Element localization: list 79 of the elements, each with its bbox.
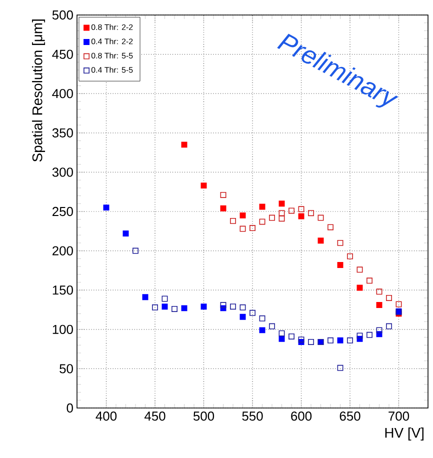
point	[200, 304, 207, 310]
point	[337, 364, 344, 371]
point	[328, 224, 334, 230]
x-axis-title: HV [V]	[385, 428, 424, 441]
x-tick-label: 650	[340, 412, 360, 421]
point	[152, 304, 158, 310]
point	[172, 306, 178, 312]
point	[318, 214, 324, 221]
point	[230, 304, 236, 310]
y-axis-title: Spatial Resolution [μm]	[32, 20, 46, 162]
point	[386, 294, 392, 301]
point	[162, 304, 168, 310]
point	[356, 332, 363, 339]
y-tick-label: 150	[52, 286, 73, 295]
point	[259, 327, 266, 334]
point	[337, 240, 344, 246]
point	[103, 204, 110, 211]
point	[259, 315, 266, 322]
point	[386, 323, 392, 330]
x-tick-label: 400	[96, 412, 117, 421]
point	[337, 337, 344, 344]
point	[132, 248, 138, 254]
point	[376, 288, 382, 295]
y-tick-label: 250	[52, 206, 73, 216]
point	[240, 212, 246, 218]
y-tick-label: 200	[52, 246, 73, 256]
point	[220, 302, 226, 308]
point	[366, 278, 372, 284]
y-tick-label: 100	[52, 324, 73, 334]
x-tick-label: 600	[291, 412, 312, 421]
point	[376, 302, 382, 308]
point	[347, 253, 353, 260]
point	[162, 296, 168, 302]
y-tick-label: 500	[52, 10, 73, 20]
point	[308, 210, 314, 216]
point	[298, 213, 304, 220]
point	[240, 304, 246, 310]
y-tick-label: 400	[52, 89, 73, 98]
point	[269, 323, 275, 330]
point	[142, 294, 148, 300]
x-tick-label: 500	[193, 412, 214, 421]
point	[278, 210, 285, 216]
point	[376, 327, 382, 334]
x-tick-label: 450	[144, 412, 166, 421]
point	[356, 266, 363, 273]
x-tick-label: 700	[388, 412, 410, 421]
point	[250, 310, 256, 316]
point	[230, 218, 236, 224]
point	[328, 337, 334, 344]
point	[278, 216, 285, 222]
point	[200, 182, 207, 189]
y-tick-label: 300	[52, 168, 73, 177]
point	[288, 333, 294, 340]
point	[318, 238, 324, 244]
point	[288, 208, 294, 214]
y-tick-label: 350	[52, 128, 73, 138]
point	[278, 200, 285, 207]
point	[337, 262, 344, 268]
point	[220, 205, 226, 212]
y-tick-label: 450	[52, 50, 73, 59]
point	[122, 230, 129, 236]
point	[181, 305, 188, 312]
y-tick-label: 50	[60, 364, 73, 374]
point	[250, 225, 256, 231]
point	[347, 337, 353, 344]
y-tick-label: 0	[66, 403, 73, 413]
point	[308, 338, 314, 345]
point	[220, 192, 226, 198]
point	[298, 206, 304, 212]
point	[366, 332, 372, 338]
point	[240, 226, 246, 232]
point	[240, 314, 246, 320]
point	[259, 204, 266, 210]
point	[278, 330, 285, 336]
point	[181, 142, 188, 148]
point	[259, 218, 266, 225]
x-tick-label: 550	[242, 412, 263, 421]
point	[269, 214, 275, 221]
point	[396, 301, 402, 308]
